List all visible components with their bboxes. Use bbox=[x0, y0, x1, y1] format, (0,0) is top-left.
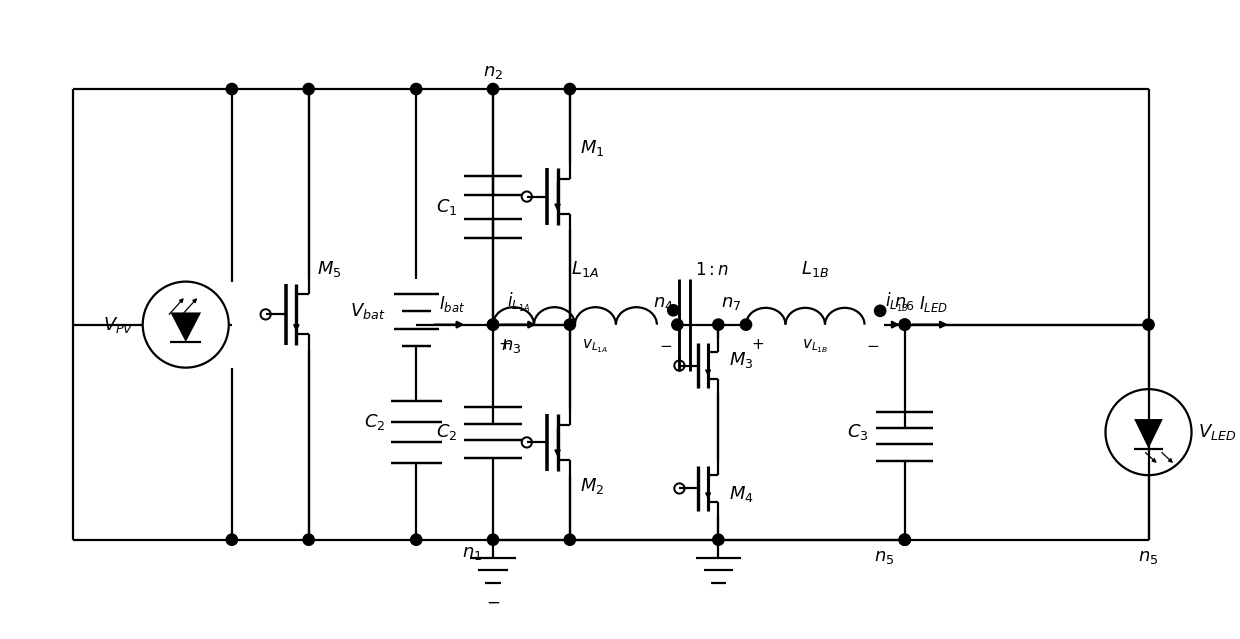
Text: $n_5$: $n_5$ bbox=[1138, 548, 1158, 566]
Text: $C_2$: $C_2$ bbox=[365, 412, 386, 432]
Text: $1: n$: $1: n$ bbox=[694, 261, 729, 279]
Circle shape bbox=[899, 534, 910, 545]
Circle shape bbox=[874, 305, 885, 316]
Text: $M_5$: $M_5$ bbox=[317, 259, 341, 279]
Circle shape bbox=[899, 319, 910, 330]
Text: $-$: $-$ bbox=[660, 337, 672, 352]
Circle shape bbox=[564, 534, 575, 545]
Circle shape bbox=[487, 319, 498, 330]
Text: $I_{LED}$: $I_{LED}$ bbox=[919, 295, 949, 314]
Circle shape bbox=[667, 305, 680, 316]
Circle shape bbox=[226, 534, 238, 545]
Text: $-$: $-$ bbox=[866, 337, 879, 352]
Circle shape bbox=[226, 84, 238, 95]
Circle shape bbox=[303, 84, 314, 95]
Text: $V_{LED}$: $V_{LED}$ bbox=[1198, 422, 1236, 442]
Text: $-$: $-$ bbox=[486, 593, 500, 611]
Text: $L_{1A}$: $L_{1A}$ bbox=[572, 259, 599, 279]
Polygon shape bbox=[1135, 419, 1163, 449]
Text: $i_{L_{1A}}$: $i_{L_{1A}}$ bbox=[507, 291, 531, 314]
Circle shape bbox=[487, 319, 498, 330]
Text: $C_3$: $C_3$ bbox=[847, 422, 869, 442]
Text: $C_1$: $C_1$ bbox=[435, 197, 458, 217]
Text: $n_1$: $n_1$ bbox=[463, 544, 482, 562]
Circle shape bbox=[740, 319, 751, 330]
Text: $C_2$: $C_2$ bbox=[435, 422, 458, 442]
Text: $L_{1B}$: $L_{1B}$ bbox=[801, 259, 830, 279]
Text: $n_5$: $n_5$ bbox=[874, 548, 894, 566]
Text: $i_{L_{1B}}$: $i_{L_{1B}}$ bbox=[885, 291, 908, 314]
Circle shape bbox=[487, 84, 498, 95]
Text: $V_{bat}$: $V_{bat}$ bbox=[350, 302, 386, 321]
Circle shape bbox=[713, 534, 724, 545]
Text: $n_7$: $n_7$ bbox=[720, 295, 740, 312]
Text: $+$: $+$ bbox=[751, 337, 764, 352]
Circle shape bbox=[899, 534, 910, 545]
Circle shape bbox=[672, 319, 683, 330]
Text: $n_3$: $n_3$ bbox=[501, 337, 522, 355]
Text: $V_{PV}$: $V_{PV}$ bbox=[103, 314, 134, 335]
Circle shape bbox=[410, 534, 422, 545]
Circle shape bbox=[899, 319, 910, 330]
Polygon shape bbox=[170, 312, 201, 342]
Circle shape bbox=[487, 534, 498, 545]
Text: $+$: $+$ bbox=[498, 337, 511, 352]
Text: $I_{bat}$: $I_{bat}$ bbox=[439, 295, 465, 314]
Text: $M_2$: $M_2$ bbox=[580, 476, 604, 497]
Circle shape bbox=[303, 534, 314, 545]
Text: $n_2$: $n_2$ bbox=[482, 63, 503, 81]
Text: $M_4$: $M_4$ bbox=[729, 484, 754, 504]
Text: $n_6$: $n_6$ bbox=[894, 295, 915, 312]
Text: $v_{L_{1B}}$: $v_{L_{1B}}$ bbox=[802, 337, 828, 355]
Circle shape bbox=[410, 84, 422, 95]
Circle shape bbox=[1143, 319, 1154, 330]
Text: $v_{L_{1A}}$: $v_{L_{1A}}$ bbox=[583, 337, 609, 355]
Text: $n_4$: $n_4$ bbox=[652, 295, 673, 312]
Text: $M_1$: $M_1$ bbox=[580, 137, 604, 158]
Circle shape bbox=[713, 319, 724, 330]
Circle shape bbox=[564, 319, 575, 330]
Circle shape bbox=[564, 84, 575, 95]
Text: $M_3$: $M_3$ bbox=[729, 350, 753, 371]
